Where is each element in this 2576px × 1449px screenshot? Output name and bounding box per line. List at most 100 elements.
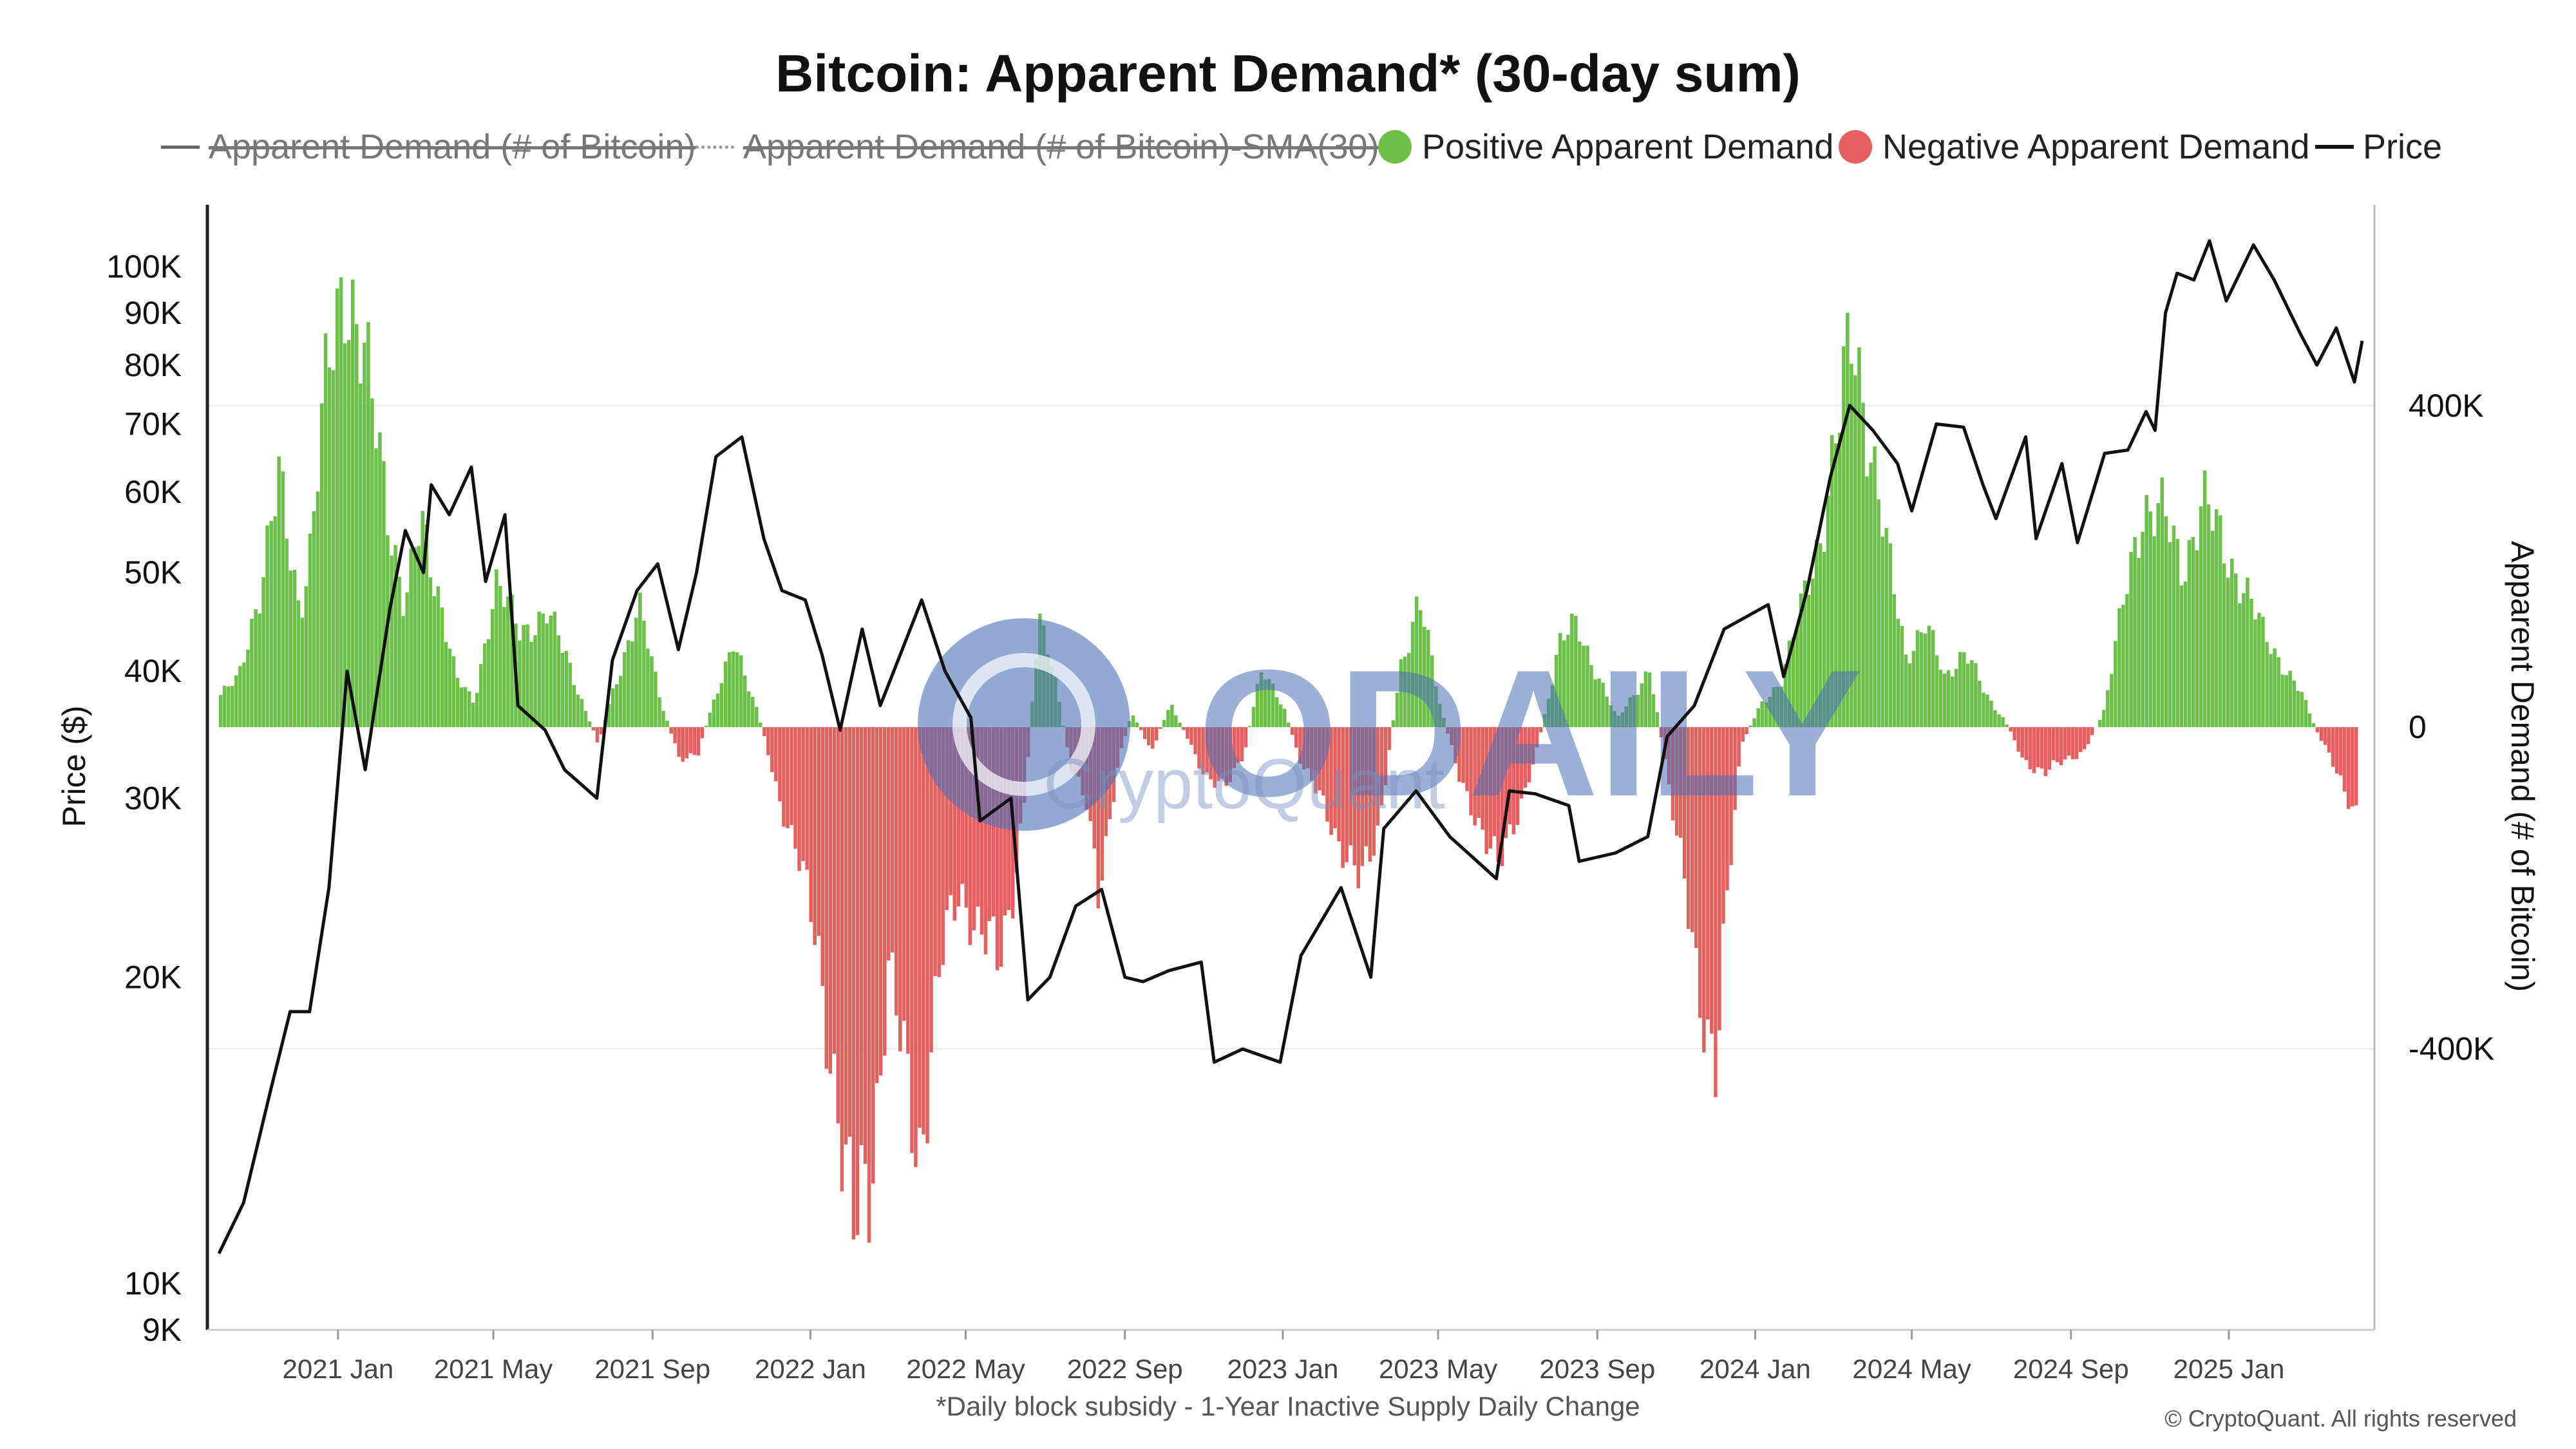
negative-demand-bar (2009, 727, 2012, 732)
positive-demand-bar (572, 685, 576, 728)
positive-demand-bar (1877, 499, 1880, 728)
negative-demand-bar (980, 727, 984, 935)
negative-demand-bar (2319, 727, 2324, 741)
positive-demand-bar (2202, 470, 2207, 728)
positive-demand-bar (2265, 642, 2269, 728)
positive-demand-bar (1597, 678, 1601, 728)
positive-demand-bar (498, 585, 502, 728)
negative-demand-bar (1193, 727, 1197, 754)
right-tick-label: 400K (2409, 388, 2484, 424)
positive-demand-bar (1904, 654, 1908, 728)
negative-demand-bar (1473, 727, 1477, 826)
negative-demand-bar (933, 727, 937, 976)
positive-demand-bar (319, 403, 324, 728)
negative-demand-bar (1725, 727, 1729, 891)
negative-demand-bar (891, 727, 895, 952)
positive-demand-bar (1989, 700, 1993, 728)
legend-item-positive-demand[interactable]: Positive Apparent Demand (1378, 121, 1833, 173)
positive-demand-bar (238, 666, 242, 728)
legend-item-negative-demand[interactable]: Negative Apparent Demand (1839, 121, 2309, 173)
negative-demand-bar (2327, 727, 2331, 753)
negative-demand-bar (1244, 727, 1248, 748)
positive-demand-bar (1170, 705, 1174, 728)
positive-demand-bar (296, 600, 301, 728)
right-axis-label: Apparent Demand (# of Bitcoin) (2505, 541, 2541, 992)
positive-demand-bar (2280, 674, 2284, 728)
positive-demand-bar (1655, 712, 1660, 728)
negative-demand-bar (906, 727, 910, 1054)
negative-demand-bar (922, 727, 925, 1135)
positive-demand-bar (1628, 697, 1632, 728)
positive-demand-bar (1419, 610, 1423, 728)
positive-demand-bar (304, 586, 308, 728)
positive-demand-bar (564, 650, 569, 728)
positive-demand-bar (2292, 680, 2296, 728)
legend-item-price[interactable]: Price (2315, 121, 2442, 173)
positive-demand-bar (1756, 708, 1760, 728)
positive-demand-bar (1942, 673, 1947, 728)
positive-demand-bar (455, 677, 460, 728)
negative-demand-bar (840, 727, 844, 1191)
positive-demand-bar (623, 652, 627, 728)
negative-demand-bar (945, 727, 949, 910)
negative-demand-bar (1306, 727, 1310, 768)
positive-demand-bar (1873, 446, 1877, 728)
negative-demand-bar (2090, 727, 2094, 735)
positive-demand-bar (370, 398, 374, 728)
positive-demand-bar (2179, 585, 2184, 728)
positive-demand-bar (1423, 627, 1426, 728)
negative-demand-bar (956, 727, 960, 907)
legend-label: Positive Apparent Demand (1422, 128, 1834, 166)
negative-demand-bar (2059, 727, 2063, 766)
positive-demand-bar (1978, 681, 1982, 728)
dashed-line-swatch-icon (696, 145, 734, 149)
positive-demand-bar (1636, 695, 1640, 728)
negative-demand-bar (1310, 727, 1314, 781)
left-tick-label: 20K (124, 959, 182, 995)
positive-demand-bar (478, 664, 483, 728)
positive-demand-bar (2117, 608, 2121, 728)
negative-demand-bar (910, 727, 914, 1153)
positive-demand-bar (277, 456, 281, 728)
watermark-ring-icon (952, 653, 1095, 796)
negative-demand-bar (875, 727, 879, 1083)
positive-demand-bar (654, 671, 658, 728)
positive-demand-bar (1962, 652, 1966, 728)
positive-demand-bar (483, 643, 487, 728)
negative-demand-bar (1446, 727, 1450, 734)
positive-demand-bar (607, 704, 611, 728)
negative-demand-bar (925, 727, 929, 1144)
positive-demand-bar (615, 684, 619, 728)
positive-demand-bar (382, 461, 386, 728)
negative-demand-bar (1535, 727, 1539, 748)
positive-demand-bar (2288, 670, 2292, 728)
positive-demand-bar (471, 703, 475, 728)
positive-demand-bar (1810, 578, 1815, 728)
x-tick-label: 2024 Jan (1700, 1354, 1811, 1384)
negative-demand-bar (1325, 727, 1329, 822)
positive-demand-bar (2191, 536, 2195, 728)
positive-demand-bar (746, 691, 751, 728)
positive-demand-bar (413, 547, 417, 728)
negative-demand-bar (2067, 727, 2071, 756)
negative-demand-bar (1745, 727, 1748, 734)
positive-demand-bar (1613, 711, 1616, 728)
legend-item-apparent-demand-sma[interactable]: Apparent Demand (# of Bitcoin)-SMA(30) (696, 121, 1379, 173)
black-line-swatch-icon (2315, 145, 2354, 149)
positive-demand-bar (405, 592, 409, 728)
x-tick-label: 2021 May (434, 1354, 553, 1384)
positive-demand-bar (2137, 558, 2141, 728)
positive-demand-bar (355, 324, 359, 728)
positive-demand-bar (1546, 699, 1551, 728)
right-tick-label: -400K (2409, 1030, 2494, 1066)
legend-item-apparent-demand[interactable]: Apparent Demand (# of Bitcoin) (161, 121, 696, 173)
positive-demand-bar (1842, 346, 1846, 728)
negative-demand-bar (1298, 727, 1302, 764)
negative-demand-bar (1205, 727, 1209, 773)
negative-demand-bar (1368, 727, 1372, 862)
x-tick-label: 2022 Sep (1067, 1354, 1183, 1384)
negative-demand-bar (790, 727, 793, 826)
negative-demand-bar (2063, 727, 2067, 760)
negative-demand-bar (983, 727, 988, 954)
positive-demand-bar (751, 697, 755, 728)
